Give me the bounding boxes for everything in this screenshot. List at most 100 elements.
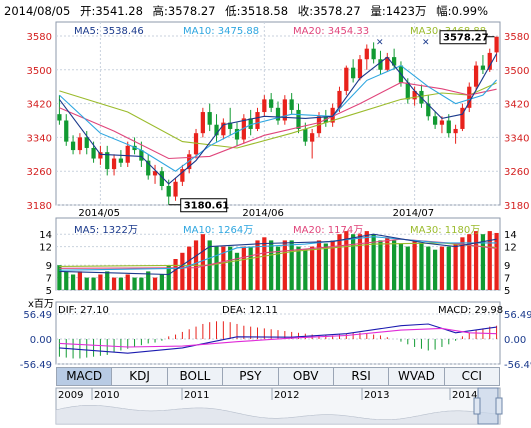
candle-body: [357, 59, 363, 79]
volume-ma-label: MA30: 1180万: [410, 225, 480, 236]
overview-history-area: [55, 405, 501, 425]
volume-tick-right: 12: [504, 243, 517, 254]
volume-bar: [337, 234, 342, 290]
quote-close: 收:3578.27: [297, 4, 361, 18]
overview-year-label: 2011: [184, 390, 209, 401]
macd-label: DEA: 12.11: [222, 305, 278, 316]
price-ma10-line: [59, 64, 498, 172]
candle-body: [64, 120, 69, 142]
tab-obv[interactable]: OBV: [279, 368, 334, 385]
volume-bar: [118, 277, 124, 290]
macd-tick-right: -56.49: [504, 360, 531, 371]
price-tick-left: 3420: [27, 100, 52, 111]
volume-bar: [405, 246, 410, 290]
overview-right-handle[interactable]: [495, 397, 503, 415]
candle-body: [310, 133, 315, 142]
volume-bar: [70, 274, 76, 290]
tab-boll[interactable]: BOLL: [168, 368, 224, 385]
volume-ma-label: MA5: 1322万: [74, 225, 138, 236]
candle-body: [473, 65, 479, 87]
volume-tick-right: 14: [504, 230, 517, 241]
volume-bar: [330, 240, 335, 290]
candle-body: [241, 118, 246, 140]
volume-bar: [378, 240, 383, 290]
volume-tick-left: 12: [39, 243, 52, 254]
candle-body: [289, 99, 294, 110]
volume-bar: [221, 246, 226, 290]
candle-body: [111, 158, 117, 170]
tab-psy[interactable]: PSY: [223, 368, 279, 385]
candle-body: [344, 67, 349, 91]
candle-body: [228, 122, 233, 129]
macd-tick-right: 0.00: [504, 335, 526, 346]
candle-body: [200, 112, 205, 134]
volume-bar: [310, 246, 315, 290]
volume-bar: [105, 271, 110, 290]
price-panel: 3580 3580 3500 3500 3420 3420 3340 3340 3260 3260…: [27, 21, 529, 219]
volume-bar: [446, 246, 451, 290]
candle-body: [180, 169, 185, 182]
low-marker-label: 3180.61: [184, 201, 230, 212]
candle-body: [405, 82, 410, 100]
macd-label: MACD: 29.98: [438, 305, 503, 316]
tab-kdj[interactable]: KDJ: [112, 368, 168, 385]
price-ma30-line: [59, 82, 497, 149]
candle-body: [207, 112, 212, 125]
price-ma-label: MA20: 3454.33: [293, 26, 369, 37]
volume-bar: [357, 234, 363, 290]
tab-rsi[interactable]: RSI: [334, 368, 390, 385]
tab-cci[interactable]: CCI: [461, 369, 482, 383]
volume-bar: [173, 259, 178, 290]
candle-body: [303, 128, 308, 142]
candle-body: [385, 57, 390, 70]
candle-body: [159, 171, 164, 186]
last-marker-label: 3578.27: [443, 33, 489, 44]
volume-bar: [234, 252, 240, 290]
volume-unit-label: x百万: [28, 299, 54, 310]
volume-bar: [180, 252, 185, 290]
candle-body: [275, 107, 281, 121]
candle-body: [494, 36, 499, 53]
price-ma-label: MA5: 3538.46: [74, 26, 144, 37]
tab-wvad[interactable]: WVAD: [389, 368, 445, 385]
candle-body: [439, 120, 445, 125]
overview-left-handle[interactable]: [473, 397, 481, 415]
date-tick: 2014/05: [78, 208, 120, 219]
volume-tick-left: 14: [39, 230, 52, 241]
candle-body: [214, 124, 219, 136]
candle-body: [152, 171, 158, 176]
candle-body: [234, 128, 240, 140]
overview-panel[interactable]: 2009 2010 2011 2012 2013 2014: [55, 387, 503, 425]
volume-bar: [139, 277, 144, 290]
indicator-tabs: MACD KDJ BOLL PSY OBV RSI WVAD CCI: [56, 367, 500, 386]
volume-tick-left: 7: [46, 274, 52, 285]
volume-bar: [426, 246, 431, 290]
volume-ma20-line: [59, 238, 497, 269]
candle-body: [446, 120, 451, 134]
overview-selection-window[interactable]: [477, 387, 499, 425]
volume-bar: [392, 240, 397, 290]
volume-bar: [351, 234, 356, 290]
tab-macd[interactable]: MACD: [57, 368, 113, 385]
volume-tick-right: 5: [504, 286, 510, 297]
volume-bar: [275, 246, 281, 290]
price-tick-right: 3420: [504, 100, 529, 111]
candle-body: [262, 99, 267, 113]
volume-bar: [241, 246, 246, 290]
overview-year-label: 2010: [94, 390, 119, 401]
volume-bar: [228, 246, 233, 290]
candle-body: [139, 150, 144, 161]
quote-header: 2014/08/05 开:3541.28 高:3578.27 低:3518.58…: [0, 0, 531, 22]
volume-bar: [159, 274, 164, 290]
price-tick-right: 3500: [504, 66, 529, 77]
volume-bar: [453, 243, 458, 290]
candle-body: [221, 122, 226, 136]
volume-bar: [419, 243, 424, 290]
volume-bar: [303, 249, 308, 290]
candle-body: [125, 145, 130, 163]
volume-bar: [473, 231, 479, 290]
volume-bar: [467, 234, 472, 290]
overview-year-label: 2012: [274, 390, 299, 401]
